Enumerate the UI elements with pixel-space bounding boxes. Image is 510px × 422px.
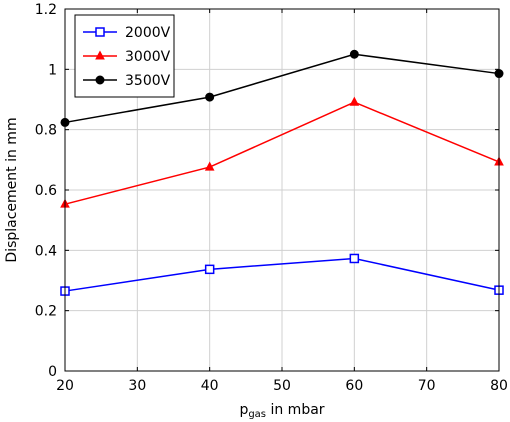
y-tick-label: 0.4 bbox=[35, 243, 57, 259]
x-axis-ticks: 20 30 40 50 60 70 80 bbox=[56, 9, 508, 394]
y-tick-label: 0.6 bbox=[35, 183, 57, 199]
y-tick-label: 1.2 bbox=[35, 2, 57, 18]
legend: 2000V 3000V 3500V bbox=[74, 14, 175, 98]
series-group bbox=[60, 49, 504, 296]
legend-item: 2000V bbox=[83, 25, 171, 41]
x-tick-label: 60 bbox=[345, 378, 363, 394]
data-point bbox=[204, 161, 215, 171]
x-tick-label: 20 bbox=[56, 378, 74, 394]
series-line bbox=[64, 257, 500, 292]
plot-frame bbox=[64, 8, 500, 372]
data-point bbox=[205, 92, 215, 102]
data-point bbox=[349, 96, 360, 106]
x-axis-label-rest: in mbar bbox=[266, 402, 325, 418]
data-point bbox=[349, 49, 359, 59]
legend-marker bbox=[95, 75, 105, 85]
series-line bbox=[64, 53, 500, 124]
legend-label: 3500V bbox=[125, 73, 171, 89]
x-tick-label: 80 bbox=[490, 378, 508, 394]
x-axis-label-main: p bbox=[239, 402, 248, 418]
legend-item: 3000V bbox=[83, 49, 171, 65]
x-tick-label: 40 bbox=[201, 378, 219, 394]
x-axis-label-subscript: gas bbox=[248, 409, 266, 420]
x-tick-label: 70 bbox=[418, 378, 436, 394]
legend-marker bbox=[95, 50, 105, 60]
y-axis-ticks: 0 0.2 0.4 0.6 0.8 1 1.2 bbox=[35, 2, 499, 380]
data-point bbox=[349, 253, 360, 264]
x-tick-label: 50 bbox=[273, 378, 291, 394]
y-axis-label: Displacement in mm bbox=[4, 117, 20, 262]
y-tick-label: 0.2 bbox=[35, 304, 57, 320]
y-tick-label: 0.8 bbox=[35, 123, 57, 139]
legend-marker bbox=[95, 27, 105, 37]
y-tick-label: 0 bbox=[48, 364, 57, 380]
y-tick-label: 1 bbox=[48, 62, 57, 78]
series-3500V bbox=[60, 49, 504, 127]
x-tick-label: 30 bbox=[128, 378, 146, 394]
series-line bbox=[64, 101, 500, 205]
x-axis-label: pgas in mbar bbox=[239, 402, 324, 420]
legend-label: 3000V bbox=[125, 49, 171, 65]
data-point bbox=[204, 264, 215, 275]
legend-item: 3500V bbox=[83, 73, 171, 89]
series-3000V bbox=[60, 96, 504, 208]
legend-label: 2000V bbox=[125, 25, 171, 41]
